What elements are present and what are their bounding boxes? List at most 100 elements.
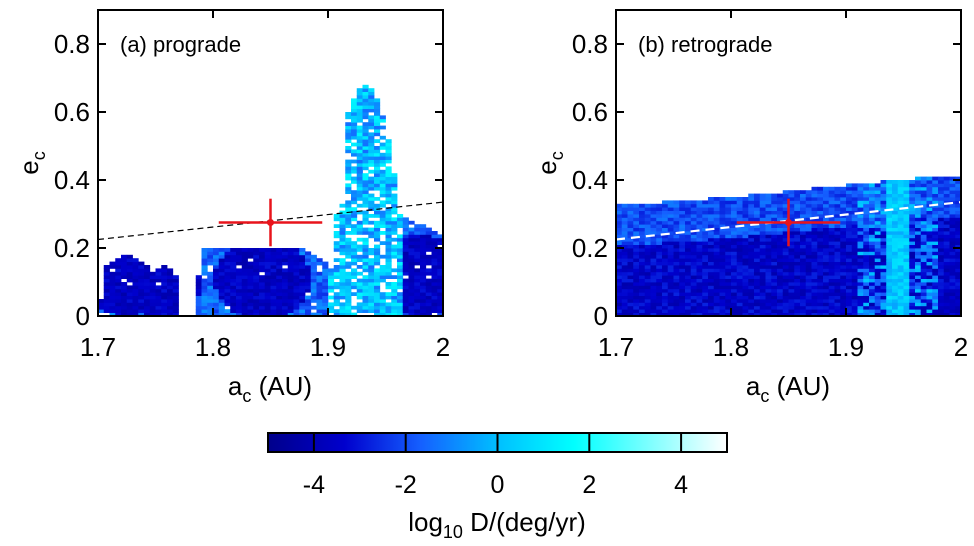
heat-cell bbox=[322, 299, 329, 303]
heat-cell bbox=[425, 271, 432, 276]
heat-cell bbox=[765, 217, 772, 222]
heat-cell bbox=[420, 261, 427, 266]
heat-cell bbox=[282, 288, 289, 293]
heat-cell bbox=[765, 312, 772, 316]
heat-cell bbox=[840, 285, 847, 290]
heat-cell bbox=[126, 302, 133, 307]
heat-cell bbox=[408, 302, 415, 307]
heat-cell bbox=[322, 282, 329, 286]
heat-cell bbox=[667, 278, 674, 283]
heat-cell bbox=[817, 234, 824, 239]
marker-point bbox=[267, 219, 274, 226]
heat-cell bbox=[932, 278, 939, 283]
heat-cell bbox=[869, 299, 876, 303]
heat-cell bbox=[333, 268, 340, 273]
heat-cell bbox=[167, 299, 174, 303]
heat-cell bbox=[955, 227, 961, 232]
heat-cell bbox=[161, 275, 168, 279]
heat-cell bbox=[708, 254, 715, 259]
heat-cell bbox=[869, 231, 876, 235]
heat-cell bbox=[909, 251, 916, 256]
heat-cell bbox=[167, 282, 174, 286]
heat-cell bbox=[823, 224, 830, 228]
heat-cell bbox=[892, 282, 899, 286]
heat-cell bbox=[685, 241, 692, 245]
heat-cell bbox=[293, 292, 300, 296]
heat-cell bbox=[920, 190, 927, 194]
heat-cell bbox=[362, 166, 369, 171]
heat-cell bbox=[840, 203, 847, 208]
heat-cell bbox=[938, 197, 945, 201]
heat-cell bbox=[880, 248, 887, 252]
ylabel-retrograde: ec bbox=[532, 151, 567, 174]
heat-cell bbox=[805, 292, 812, 296]
heat-cell bbox=[788, 241, 795, 245]
heat-cell bbox=[115, 258, 122, 262]
heat-cell bbox=[708, 299, 715, 303]
heat-cell bbox=[351, 275, 358, 279]
heat-cell bbox=[696, 309, 703, 313]
heat-cell bbox=[644, 258, 651, 262]
heat-cell bbox=[736, 214, 743, 218]
heat-cell bbox=[915, 251, 922, 256]
heat-cell bbox=[639, 227, 646, 232]
heat-cell bbox=[276, 285, 283, 290]
heat-cell bbox=[264, 261, 271, 266]
heat-cell bbox=[356, 159, 363, 164]
heat-cell bbox=[218, 261, 225, 266]
heat-cell bbox=[305, 285, 312, 290]
heat-cell bbox=[800, 258, 807, 262]
heat-cell bbox=[949, 285, 956, 290]
heat-cell bbox=[356, 149, 363, 154]
heat-cell bbox=[903, 183, 910, 188]
heat-cell bbox=[241, 248, 248, 252]
heat-cell bbox=[126, 295, 133, 300]
heat-cell bbox=[817, 197, 824, 201]
heat-cell bbox=[408, 299, 415, 303]
heat-cell bbox=[828, 207, 835, 211]
heat-cell bbox=[420, 258, 427, 262]
heat-cell bbox=[869, 193, 876, 198]
heat-cell bbox=[823, 312, 830, 316]
heat-cell bbox=[880, 214, 887, 218]
heat-cell bbox=[938, 258, 945, 262]
heat-cell bbox=[224, 265, 231, 269]
heat-cell bbox=[374, 282, 381, 286]
heat-cell bbox=[356, 302, 363, 307]
heat-cell bbox=[696, 217, 703, 222]
heat-cell bbox=[754, 278, 761, 283]
heat-cell bbox=[788, 309, 795, 313]
heat-cell bbox=[385, 166, 392, 171]
heat-cell bbox=[109, 292, 116, 296]
heat-cell bbox=[788, 295, 795, 300]
heat-cell bbox=[345, 203, 352, 208]
heat-cell bbox=[121, 268, 128, 273]
heat-cell bbox=[685, 271, 692, 276]
heat-cell bbox=[149, 271, 156, 276]
heat-cell bbox=[374, 112, 381, 116]
heat-cell bbox=[305, 288, 312, 293]
heat-cell bbox=[621, 241, 628, 245]
heat-cell bbox=[264, 292, 271, 296]
heat-cell bbox=[771, 258, 778, 262]
heat-cell bbox=[903, 203, 910, 208]
heat-cell bbox=[264, 258, 271, 262]
heat-cell bbox=[621, 203, 628, 208]
heat-cell bbox=[719, 305, 726, 310]
heat-cell bbox=[771, 295, 778, 300]
heat-cell bbox=[650, 275, 657, 279]
heat-cell bbox=[379, 169, 386, 174]
heat-cell bbox=[696, 285, 703, 290]
heat-cell bbox=[639, 278, 646, 283]
heat-cell bbox=[788, 224, 795, 228]
heat-cell bbox=[800, 237, 807, 242]
heat-cell bbox=[644, 237, 651, 242]
heat-cell bbox=[696, 220, 703, 225]
heat-cell bbox=[736, 200, 743, 205]
heat-cell bbox=[892, 220, 899, 225]
heatmap-retrograde bbox=[616, 176, 961, 316]
heat-cell bbox=[356, 98, 363, 103]
heat-cell bbox=[690, 292, 697, 296]
heat-cell bbox=[633, 305, 640, 310]
heat-cell bbox=[673, 299, 680, 303]
